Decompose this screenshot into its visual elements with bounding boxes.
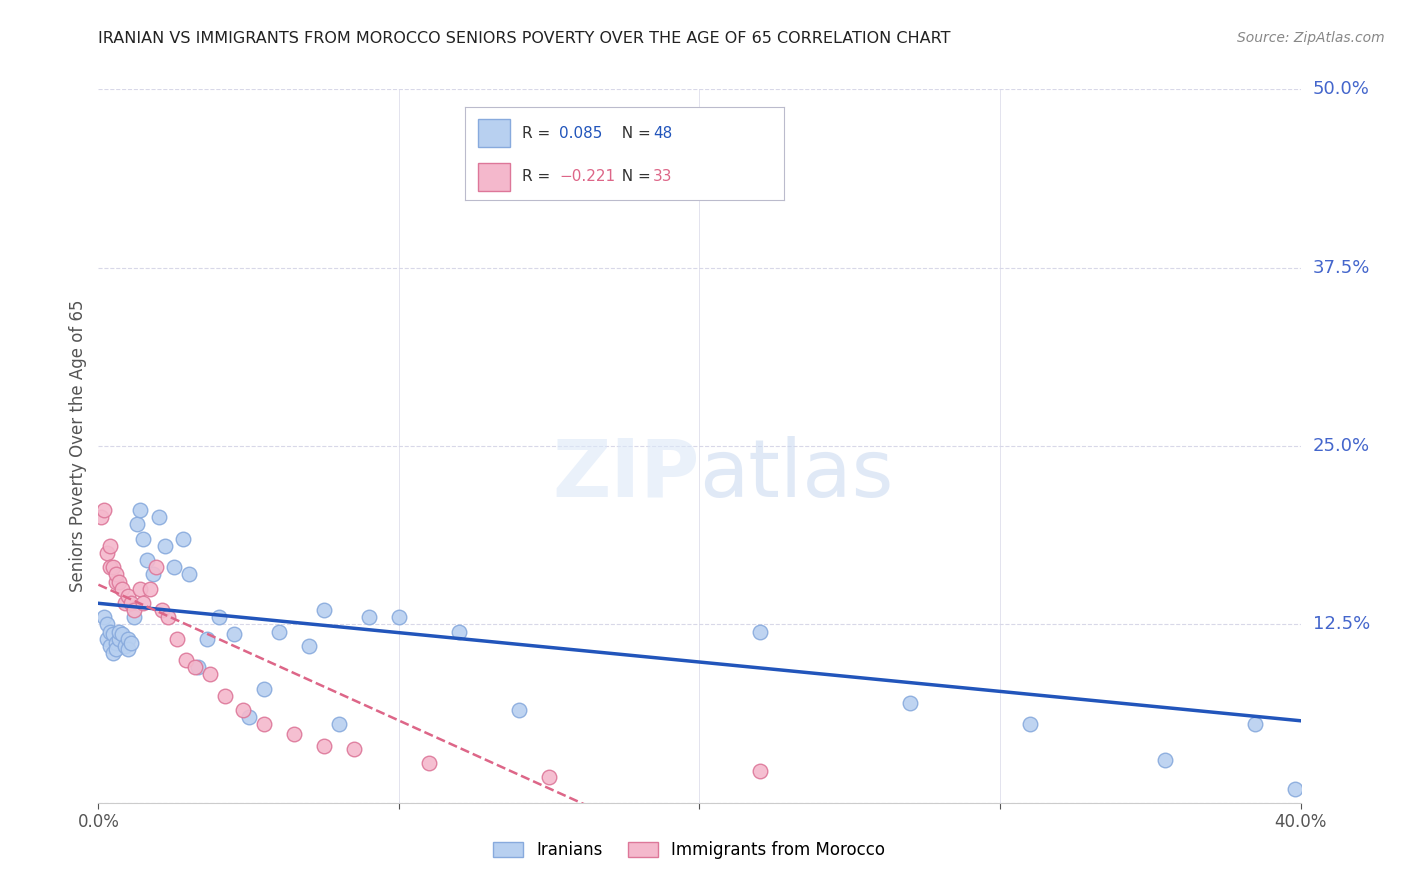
Point bbox=[748, 624, 770, 639]
Point bbox=[312, 739, 335, 753]
Point bbox=[108, 574, 131, 589]
Point bbox=[96, 632, 118, 646]
Point bbox=[1284, 781, 1306, 796]
Text: 37.5%: 37.5% bbox=[1313, 259, 1369, 277]
Point bbox=[105, 641, 128, 656]
Point bbox=[93, 610, 115, 624]
Point bbox=[238, 710, 260, 724]
Point bbox=[96, 546, 118, 560]
Point bbox=[138, 582, 160, 596]
Point bbox=[129, 503, 152, 517]
Point bbox=[141, 567, 163, 582]
Point bbox=[183, 660, 205, 674]
Point bbox=[111, 627, 134, 641]
Point bbox=[153, 539, 176, 553]
Point bbox=[748, 764, 770, 779]
Point bbox=[100, 539, 122, 553]
Text: 12.5%: 12.5% bbox=[1313, 615, 1369, 633]
Point bbox=[100, 624, 122, 639]
Text: Source: ZipAtlas.com: Source: ZipAtlas.com bbox=[1237, 31, 1385, 45]
Point bbox=[108, 624, 131, 639]
Point bbox=[222, 627, 245, 641]
Point bbox=[121, 596, 143, 610]
Point bbox=[132, 532, 155, 546]
Point bbox=[96, 617, 118, 632]
Point bbox=[103, 627, 125, 641]
Point bbox=[156, 610, 179, 624]
Point bbox=[105, 574, 128, 589]
Point bbox=[127, 517, 149, 532]
Point bbox=[103, 646, 125, 660]
Point bbox=[100, 639, 122, 653]
Point bbox=[105, 636, 128, 650]
Point bbox=[117, 589, 139, 603]
Point bbox=[121, 636, 143, 650]
Point bbox=[90, 510, 112, 524]
Point bbox=[343, 741, 366, 756]
Legend: Iranians, Immigrants from Morocco: Iranians, Immigrants from Morocco bbox=[486, 835, 891, 866]
Point bbox=[312, 603, 335, 617]
Point bbox=[208, 610, 231, 624]
Point bbox=[117, 632, 139, 646]
Point bbox=[148, 510, 170, 524]
Point bbox=[508, 703, 530, 717]
Point bbox=[447, 624, 470, 639]
Text: ZIP: ZIP bbox=[553, 435, 699, 514]
Point bbox=[1019, 717, 1042, 731]
Point bbox=[114, 639, 136, 653]
Point bbox=[132, 596, 155, 610]
Point bbox=[214, 689, 236, 703]
Text: atlas: atlas bbox=[699, 435, 894, 514]
Text: 25.0%: 25.0% bbox=[1313, 437, 1369, 455]
Point bbox=[898, 696, 921, 710]
Point bbox=[283, 727, 305, 741]
Point bbox=[388, 610, 411, 624]
Point bbox=[117, 641, 139, 656]
Point bbox=[1154, 753, 1177, 767]
Point bbox=[298, 639, 321, 653]
Point bbox=[195, 632, 218, 646]
Point bbox=[111, 582, 134, 596]
Point bbox=[108, 632, 131, 646]
Point bbox=[124, 610, 146, 624]
Point bbox=[418, 756, 440, 770]
Point bbox=[114, 596, 136, 610]
Point bbox=[135, 553, 157, 567]
Point bbox=[93, 503, 115, 517]
Point bbox=[174, 653, 197, 667]
Text: IRANIAN VS IMMIGRANTS FROM MOROCCO SENIORS POVERTY OVER THE AGE OF 65 CORRELATIO: IRANIAN VS IMMIGRANTS FROM MOROCCO SENIO… bbox=[98, 31, 950, 46]
Point bbox=[105, 567, 128, 582]
Point bbox=[1244, 717, 1267, 731]
Point bbox=[253, 681, 276, 696]
Y-axis label: Seniors Poverty Over the Age of 65: Seniors Poverty Over the Age of 65 bbox=[69, 300, 87, 592]
Point bbox=[145, 560, 167, 574]
Point bbox=[129, 582, 152, 596]
Point bbox=[177, 567, 200, 582]
Point bbox=[357, 610, 380, 624]
Point bbox=[100, 560, 122, 574]
Point bbox=[172, 532, 194, 546]
Point bbox=[150, 603, 173, 617]
Point bbox=[162, 560, 184, 574]
Point bbox=[187, 660, 209, 674]
Text: 50.0%: 50.0% bbox=[1313, 80, 1369, 98]
Point bbox=[328, 717, 350, 731]
Point bbox=[124, 603, 146, 617]
Point bbox=[198, 667, 221, 681]
Point bbox=[568, 182, 591, 196]
Point bbox=[253, 717, 276, 731]
Point bbox=[538, 770, 561, 784]
Point bbox=[166, 632, 188, 646]
Point bbox=[232, 703, 254, 717]
Point bbox=[103, 560, 125, 574]
Point bbox=[267, 624, 290, 639]
